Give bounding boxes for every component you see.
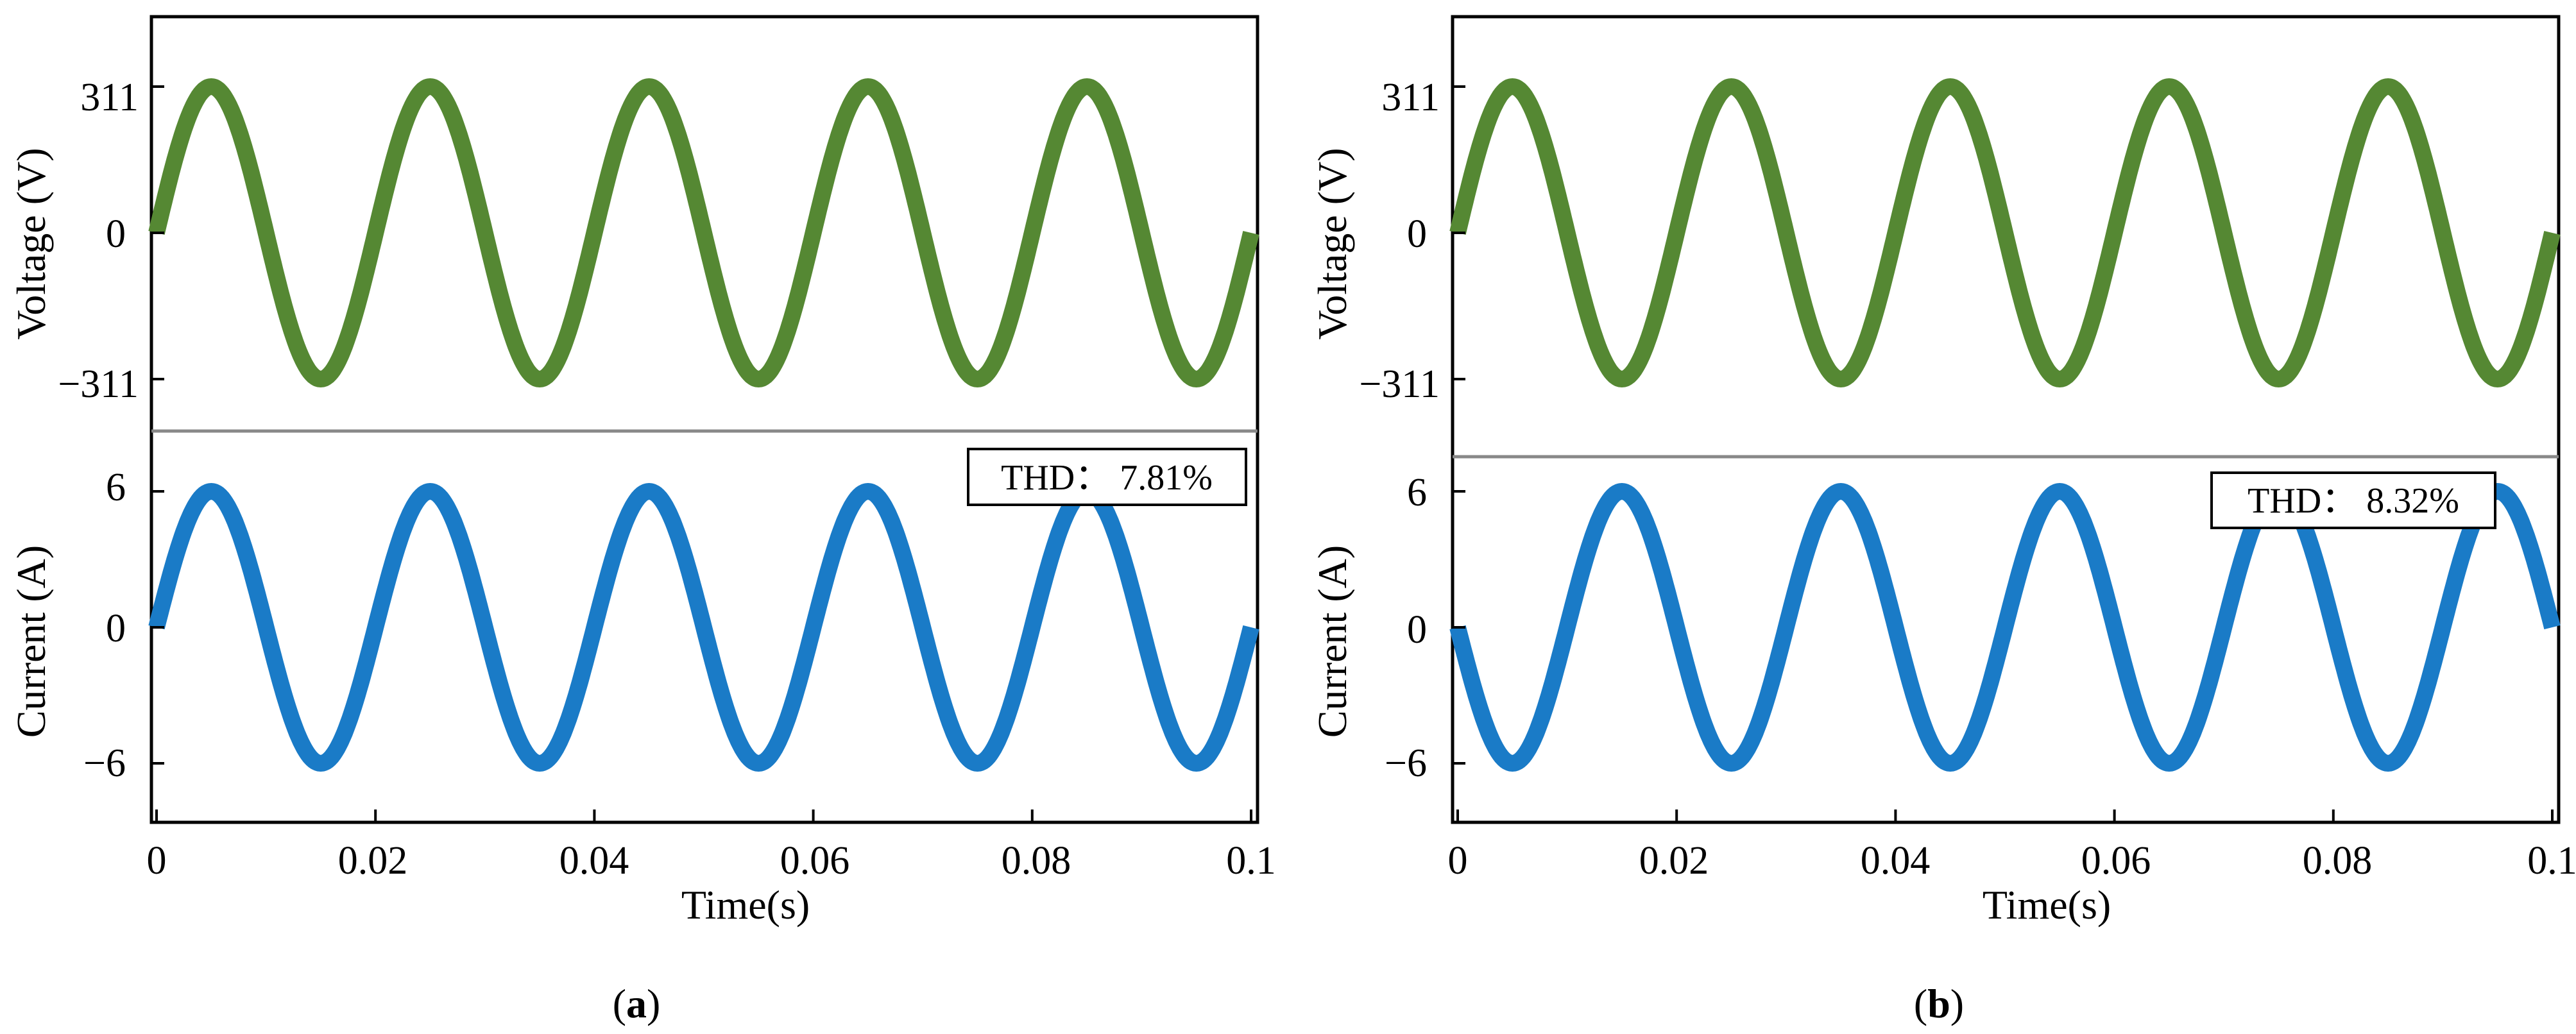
current-ytick-6-b: 6 — [1407, 471, 1427, 514]
xtick-0-a: 0 — [147, 839, 167, 883]
voltage-ytick-0-a: 0 — [106, 212, 126, 256]
current-ytick-neg6-b: −6 — [1385, 742, 1427, 785]
panel-a-frame — [149, 15, 1259, 824]
voltage-ylabel-a: Voltage (V) — [8, 148, 54, 339]
panel-b-frame — [1451, 15, 2561, 824]
voltage-ytick-311-b: 311 — [1381, 76, 1440, 119]
voltage-ytick-0-b: 0 — [1407, 212, 1427, 256]
current-ylabel-a: Current (A) — [8, 545, 54, 738]
xtick-006-b: 0.06 — [2081, 839, 2151, 883]
panel-b-ticks — [1453, 85, 2554, 822]
xtick-002-b: 0.02 — [1639, 839, 1709, 883]
xtick-0-b: 0 — [1448, 839, 1468, 883]
voltage-ytick-neg311-b: −311 — [1359, 362, 1440, 406]
current-ytick-0-b: 0 — [1407, 608, 1427, 652]
panel-b: 311 0 −311 6 0 −6 Voltage (V) Current (A… — [1309, 15, 2576, 1026]
caption-a: (a) — [613, 981, 661, 1026]
current-ytick-0-a: 0 — [106, 607, 126, 650]
xtick-008-a: 0.08 — [1002, 839, 1071, 883]
voltage-ytick-311-a: 311 — [80, 76, 139, 119]
thd-box-a — [967, 448, 1247, 506]
voltage-series-b — [1449, 78, 2561, 387]
thd-box-b — [2210, 471, 2496, 529]
xtick-01-a: 0.1 — [1226, 839, 1276, 883]
caption-b: (b) — [1914, 981, 1964, 1026]
thd-label-b: THD： 8.32% — [2248, 481, 2459, 521]
voltage-ytick-neg311-a: −311 — [58, 362, 139, 406]
current-series-a — [148, 483, 1259, 772]
xtick-004-a: 0.04 — [559, 839, 629, 883]
panel-a-ticks — [151, 85, 1252, 822]
current-ytick-neg6-a: −6 — [83, 742, 126, 785]
xtick-002-a: 0.02 — [338, 839, 408, 883]
current-ytick-6-a: 6 — [106, 466, 126, 509]
xtick-004-b: 0.04 — [1861, 839, 1931, 883]
xtick-006-a: 0.06 — [780, 839, 850, 883]
thd-label-a: THD： 7.81% — [1001, 458, 1213, 498]
xlabel-b: Time(s) — [1983, 882, 2111, 928]
voltage-ylabel-b: Voltage (V) — [1309, 148, 1355, 339]
current-series-b — [1449, 483, 2561, 772]
panel-a: 311 0 −311 6 0 −6 Voltage (V) Current (A… — [8, 15, 1276, 1026]
xtick-008-b: 0.08 — [2303, 839, 2373, 883]
voltage-series-a — [148, 78, 1259, 387]
current-ylabel-b: Current (A) — [1309, 545, 1355, 738]
xlabel-a: Time(s) — [681, 882, 810, 928]
xtick-01-b: 0.1 — [2527, 839, 2576, 883]
